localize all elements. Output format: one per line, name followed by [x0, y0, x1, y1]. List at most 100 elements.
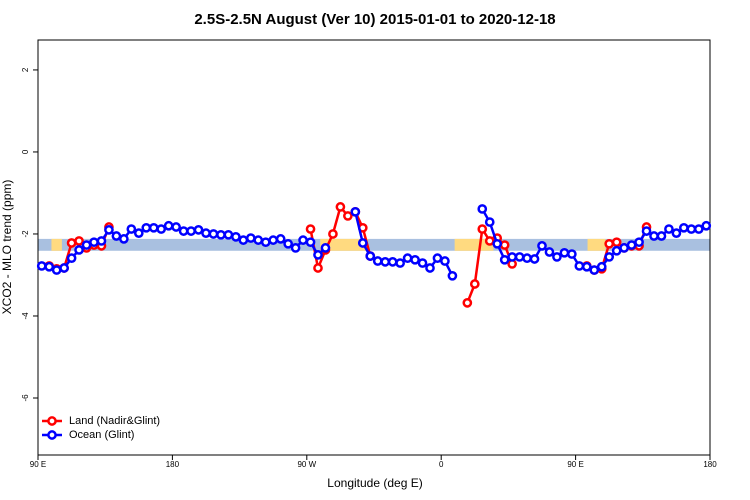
series-point: [193, 225, 204, 235]
series-point: [36, 261, 47, 271]
series-point: [522, 253, 532, 264]
series-point: [604, 238, 615, 249]
series-point: [664, 224, 674, 234]
series-point: [604, 252, 615, 262]
y-tick-label: -6: [21, 394, 30, 402]
series-point: [440, 256, 450, 266]
y-axis-label: XCO2 - MLO trend (ppm): [0, 180, 14, 315]
series-point: [402, 253, 413, 264]
series-point: [163, 220, 174, 231]
x-tick-label: 90 E: [30, 460, 46, 469]
series-point: [425, 263, 435, 273]
y-tick-label: -2: [21, 230, 30, 238]
series-point: [208, 229, 219, 239]
series-point: [305, 237, 316, 248]
series-point: [119, 234, 129, 244]
series-point: [537, 241, 547, 251]
series-point: [693, 224, 704, 234]
series-point: [619, 243, 629, 253]
series-point: [133, 228, 144, 238]
series-point: [231, 231, 241, 242]
series-point: [223, 229, 234, 240]
series-point: [477, 204, 488, 214]
series-point: [611, 237, 622, 248]
series-point: [335, 202, 346, 212]
series-point: [372, 256, 383, 266]
series-point: [484, 217, 495, 227]
series-point: [238, 235, 249, 245]
series-point: [649, 231, 659, 241]
series-point: [350, 206, 361, 217]
series-point: [701, 220, 712, 231]
series-point: [89, 237, 99, 248]
series-point: [104, 225, 114, 235]
series-point: [298, 235, 308, 245]
series-point: [216, 229, 226, 240]
legend-label: Ocean (Glint): [69, 429, 134, 441]
series-point: [581, 261, 592, 272]
series-point: [447, 270, 458, 281]
series-point: [499, 240, 510, 250]
series-point: [507, 252, 517, 262]
chart-title: 2.5S-2.5N August (Ver 10) 2015-01-01 to …: [194, 11, 555, 28]
series-point: [343, 211, 353, 221]
series-point: [380, 257, 391, 267]
series-point: [567, 249, 577, 259]
series-point: [641, 226, 652, 236]
series-point: [395, 258, 405, 268]
land-band: [320, 238, 369, 251]
series-point: [559, 247, 570, 258]
series-point: [305, 224, 316, 234]
series-point: [574, 261, 585, 271]
series-point: [59, 263, 69, 273]
series-point: [290, 243, 301, 253]
series-point: [679, 222, 689, 233]
y-tick-label: 2: [21, 67, 30, 72]
series-point: [156, 224, 167, 234]
series-point: [410, 254, 420, 265]
x-tick-label: 90 E: [567, 460, 583, 469]
series-point: [186, 226, 196, 236]
series-point: [178, 226, 189, 236]
series-point: [469, 279, 480, 289]
series-point: [96, 236, 107, 246]
series-point: [514, 252, 525, 262]
series-point: [387, 257, 398, 267]
series-point: [320, 243, 331, 253]
series-point: [313, 263, 323, 273]
y-tick-label: -4: [21, 312, 30, 320]
series-point: [492, 238, 503, 249]
series-point: [552, 252, 562, 262]
series-point: [74, 236, 84, 246]
series-point: [484, 236, 495, 246]
x-tick-label: 0: [439, 460, 444, 469]
series-point: [74, 245, 84, 255]
series-point: [462, 298, 473, 308]
series-point: [499, 254, 510, 265]
legend-marker: [47, 430, 57, 440]
series-point: [268, 235, 279, 245]
series-point: [201, 228, 211, 238]
plot-frame: [37, 39, 711, 456]
series-point: [626, 240, 637, 250]
series-point: [148, 222, 159, 233]
series-point: [51, 265, 62, 275]
series-point: [253, 235, 264, 245]
series-point: [596, 261, 607, 272]
series-point: [417, 258, 428, 268]
series-point: [81, 240, 92, 250]
series-point: [275, 234, 286, 244]
land-band: [587, 238, 606, 251]
series-point: [66, 253, 77, 264]
series-point: [44, 261, 55, 272]
series-point: [111, 231, 122, 241]
series-point: [283, 238, 293, 249]
x-tick-label: 90 W: [297, 460, 316, 469]
series-point: [477, 224, 488, 234]
series-point: [634, 237, 644, 248]
land-band: [51, 238, 62, 251]
series-point: [66, 238, 77, 248]
land-band: [454, 238, 494, 251]
series-point: [357, 238, 368, 248]
